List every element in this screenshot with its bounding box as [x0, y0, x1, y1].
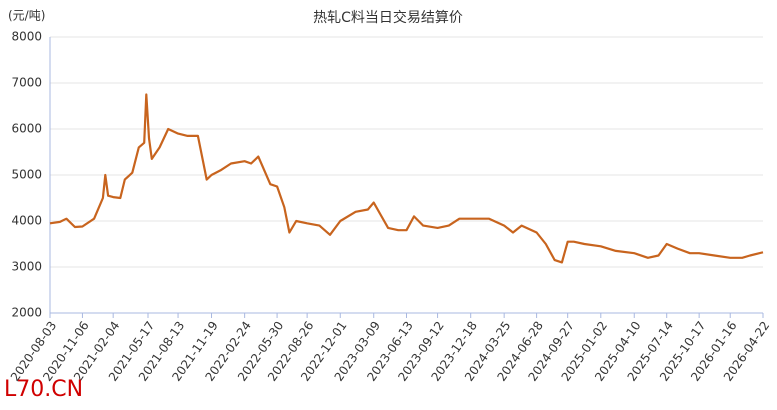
chart-title: 热轧C料当日交易结算价: [313, 9, 463, 26]
y-tick-label: 8000: [11, 30, 42, 44]
y-tick-label: 4000: [11, 214, 42, 228]
line-series: [49, 93, 764, 264]
y-tick-label: 5000: [11, 168, 42, 182]
watermark: L70.CN: [4, 377, 83, 402]
y-tick-label: 6000: [11, 122, 42, 136]
y-tick-label: 7000: [11, 76, 42, 90]
y-tick-label: 3000: [11, 260, 42, 274]
y-axis-label: (元/吨): [8, 9, 45, 23]
y-tick-label: 2000: [11, 306, 42, 320]
